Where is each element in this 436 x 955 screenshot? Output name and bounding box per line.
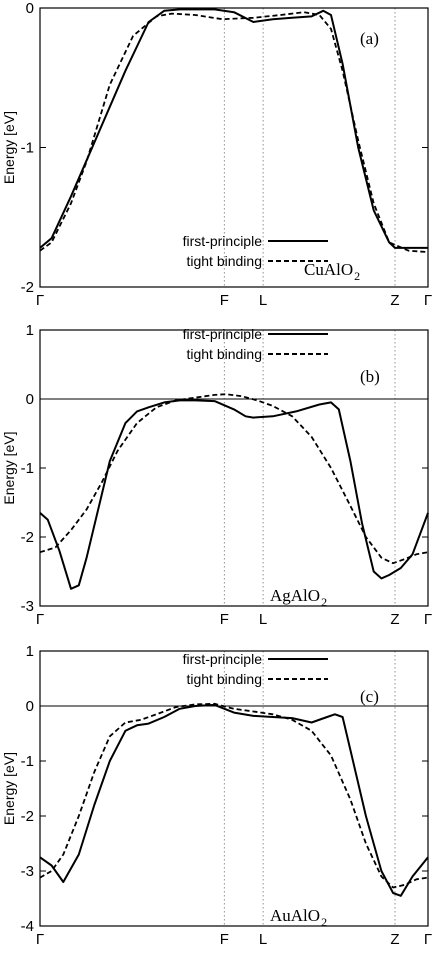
xtick-label: L (259, 931, 267, 948)
legend-label: first-principle (183, 233, 263, 249)
panel-label: (a) (360, 29, 379, 48)
ytick-label: -1 (21, 753, 34, 770)
xtick-label: Z (390, 292, 399, 309)
legend-label: tight binding (186, 346, 262, 362)
ytick-label: -2 (21, 808, 34, 825)
compound-label: CuAlO (304, 260, 353, 279)
xtick-label: Z (390, 931, 399, 948)
panel-label: (b) (360, 367, 380, 386)
xtick-label: L (259, 292, 267, 309)
compound-label: AuAlO (270, 906, 320, 925)
series-line-first-principle (39, 8, 428, 249)
xtick-label: F (220, 292, 229, 309)
xtick-label: Γ (424, 611, 432, 628)
compound-label: AgAlO (270, 586, 320, 605)
legend-label: tight binding (186, 671, 262, 687)
ytick-label: -2 (21, 279, 34, 296)
xtick-label: F (220, 931, 229, 948)
panel-label: (c) (360, 687, 379, 706)
xtick-label: Γ (424, 292, 432, 309)
xtick-label: Γ (36, 292, 44, 309)
series-line-tight-binding (39, 702, 429, 889)
series-line-tight-binding (39, 11, 429, 253)
series-line-first-principle (39, 703, 429, 897)
ytick-label: -3 (21, 598, 34, 615)
legend-label: first-principle (183, 326, 263, 342)
y-axis-label: Energy [eV] (1, 111, 17, 184)
xtick-label: Z (390, 611, 399, 628)
xtick-label: Γ (36, 931, 44, 948)
xtick-label: F (220, 611, 229, 628)
ytick-label: -1 (21, 460, 34, 477)
ytick-label: 1 (26, 643, 34, 660)
compound-subscript: 2 (354, 269, 360, 283)
legend-label: first-principle (183, 651, 263, 667)
compound-subscript: 2 (321, 915, 327, 929)
ytick-label: -1 (21, 140, 34, 157)
ytick-label: -2 (21, 529, 34, 546)
ytick-label: -3 (21, 863, 34, 880)
series-line-first-principle (39, 399, 429, 590)
ytick-label: 0 (26, 0, 34, 17)
y-axis-label: Energy [eV] (1, 752, 17, 825)
y-axis-label: Energy [eV] (1, 431, 17, 504)
series-line-tight-binding (39, 393, 429, 565)
xtick-label: Γ (424, 931, 432, 948)
compound-subscript: 2 (321, 595, 327, 609)
plot-frame (39, 650, 429, 927)
ytick-label: 0 (26, 698, 34, 715)
ytick-label: -4 (21, 918, 34, 935)
xtick-label: Γ (36, 611, 44, 628)
ytick-label: 0 (26, 391, 34, 408)
xtick-label: L (259, 611, 267, 628)
legend-label: tight binding (186, 253, 262, 269)
ytick-label: 1 (26, 322, 34, 339)
